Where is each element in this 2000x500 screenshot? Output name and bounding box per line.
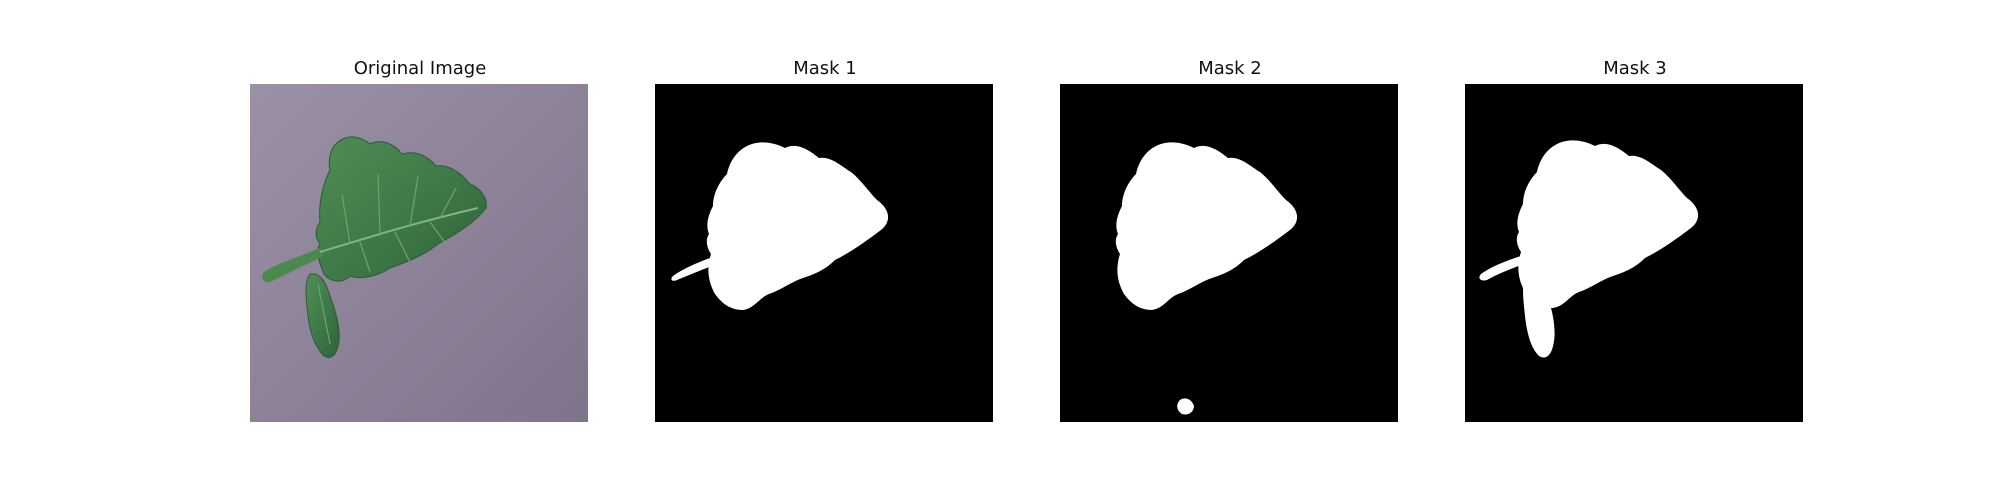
mask-2 xyxy=(1060,84,1398,422)
mask-foreground xyxy=(1479,140,1699,358)
mask-1-image xyxy=(655,84,993,422)
mask-foreground xyxy=(671,142,889,310)
leaf-blade xyxy=(315,136,487,282)
mask-2-image xyxy=(1060,84,1398,422)
leaf-midrib xyxy=(319,207,479,253)
leaf-veins xyxy=(317,173,457,345)
leaf-lobe xyxy=(305,273,340,359)
panel-title: Mask 1 xyxy=(793,58,857,79)
panel-title: Mask 3 xyxy=(1603,58,1667,79)
panel-mask-1: Mask 1 xyxy=(655,0,995,500)
leaf xyxy=(262,136,487,359)
mask-1 xyxy=(655,84,993,422)
original-image xyxy=(250,84,588,422)
panel-original-image: Original Image xyxy=(250,0,590,500)
panel-title: Mask 2 xyxy=(1198,58,1262,79)
panel-title: Original Image xyxy=(353,58,487,79)
leaf-photo xyxy=(250,84,588,422)
leaf-stem xyxy=(262,248,324,283)
mask-3-image xyxy=(1465,84,1803,422)
mask-3 xyxy=(1465,84,1803,422)
panel-mask-2: Mask 2 xyxy=(1060,0,1400,500)
panel-mask-3: Mask 3 xyxy=(1465,0,1805,500)
mask-foreground xyxy=(1115,142,1298,415)
